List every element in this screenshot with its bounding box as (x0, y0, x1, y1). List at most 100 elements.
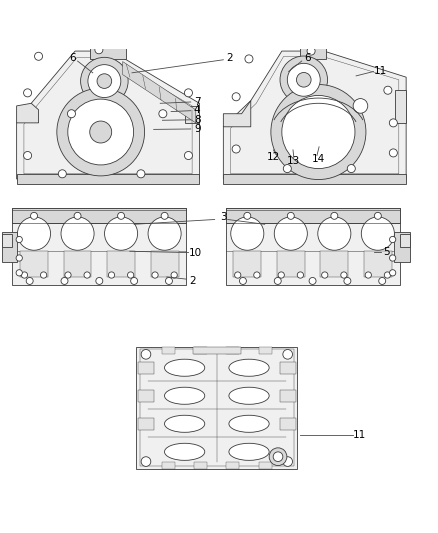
Text: 4: 4 (194, 105, 201, 115)
Circle shape (68, 99, 134, 165)
Circle shape (24, 151, 32, 159)
Bar (194, 462, 207, 469)
Circle shape (81, 58, 128, 105)
Polygon shape (223, 51, 406, 179)
Circle shape (254, 272, 260, 278)
Circle shape (67, 110, 75, 118)
Bar (138, 390, 154, 402)
Ellipse shape (318, 217, 351, 251)
Circle shape (95, 46, 103, 54)
Circle shape (108, 272, 115, 278)
Circle shape (379, 278, 386, 285)
Bar (233, 251, 261, 277)
Text: 2: 2 (190, 276, 196, 286)
Circle shape (283, 457, 293, 466)
Ellipse shape (229, 415, 269, 432)
Circle shape (365, 272, 371, 278)
Circle shape (61, 278, 68, 285)
Bar (321, 251, 348, 277)
Polygon shape (123, 61, 196, 123)
Bar (395, 90, 406, 123)
Circle shape (278, 272, 284, 278)
Ellipse shape (165, 415, 205, 432)
Circle shape (384, 272, 391, 278)
Circle shape (57, 88, 145, 176)
Text: 5: 5 (383, 247, 389, 257)
Circle shape (88, 64, 121, 98)
Circle shape (244, 212, 251, 219)
Text: 10: 10 (188, 248, 201, 259)
Ellipse shape (274, 217, 307, 251)
Circle shape (26, 278, 33, 285)
Bar (279, 361, 296, 374)
Circle shape (166, 278, 173, 285)
Circle shape (184, 89, 192, 97)
Circle shape (331, 212, 338, 219)
Ellipse shape (165, 387, 205, 405)
Bar (226, 347, 240, 354)
Text: 3: 3 (220, 212, 226, 222)
Circle shape (389, 119, 397, 127)
Bar (140, 350, 294, 466)
Bar (364, 251, 392, 277)
Bar (279, 390, 296, 402)
Ellipse shape (18, 217, 50, 251)
Text: 2: 2 (226, 53, 233, 63)
Circle shape (280, 56, 328, 103)
Bar (226, 462, 240, 469)
Circle shape (141, 350, 151, 359)
Ellipse shape (231, 217, 264, 251)
Circle shape (347, 165, 355, 173)
Polygon shape (185, 106, 199, 123)
Circle shape (384, 86, 392, 94)
Bar (12, 208, 186, 223)
Bar (136, 347, 297, 469)
Circle shape (31, 212, 38, 219)
Circle shape (58, 170, 66, 178)
Circle shape (65, 272, 71, 278)
Circle shape (24, 89, 32, 97)
Polygon shape (17, 103, 39, 123)
Circle shape (321, 272, 328, 278)
Bar (279, 418, 296, 430)
Circle shape (127, 272, 134, 278)
Circle shape (16, 236, 22, 243)
Ellipse shape (229, 387, 269, 405)
Bar (277, 251, 305, 277)
Circle shape (273, 452, 283, 462)
Circle shape (287, 63, 320, 96)
Bar (2, 233, 12, 247)
Circle shape (309, 278, 316, 285)
Text: 14: 14 (311, 154, 325, 164)
Circle shape (171, 272, 177, 278)
Bar (20, 251, 48, 277)
Bar (259, 462, 272, 469)
Bar (17, 174, 199, 184)
Polygon shape (223, 101, 251, 127)
Bar (226, 208, 399, 223)
Bar (226, 208, 399, 285)
Circle shape (283, 165, 291, 173)
Text: 13: 13 (287, 156, 300, 166)
Circle shape (240, 278, 247, 285)
Bar (12, 208, 186, 285)
Circle shape (245, 55, 253, 63)
Circle shape (271, 85, 366, 180)
Bar (259, 347, 272, 354)
Circle shape (287, 212, 294, 219)
Text: 8: 8 (194, 115, 201, 125)
Polygon shape (17, 51, 199, 179)
Circle shape (90, 121, 112, 143)
Circle shape (74, 212, 81, 219)
Ellipse shape (229, 359, 269, 376)
Circle shape (35, 52, 42, 60)
Circle shape (117, 212, 124, 219)
Circle shape (282, 95, 355, 168)
Circle shape (389, 270, 396, 276)
Bar (138, 361, 154, 374)
Bar (2, 232, 18, 262)
Text: 11: 11 (374, 66, 387, 76)
Bar (162, 347, 175, 354)
Circle shape (184, 151, 192, 159)
Circle shape (16, 255, 22, 261)
